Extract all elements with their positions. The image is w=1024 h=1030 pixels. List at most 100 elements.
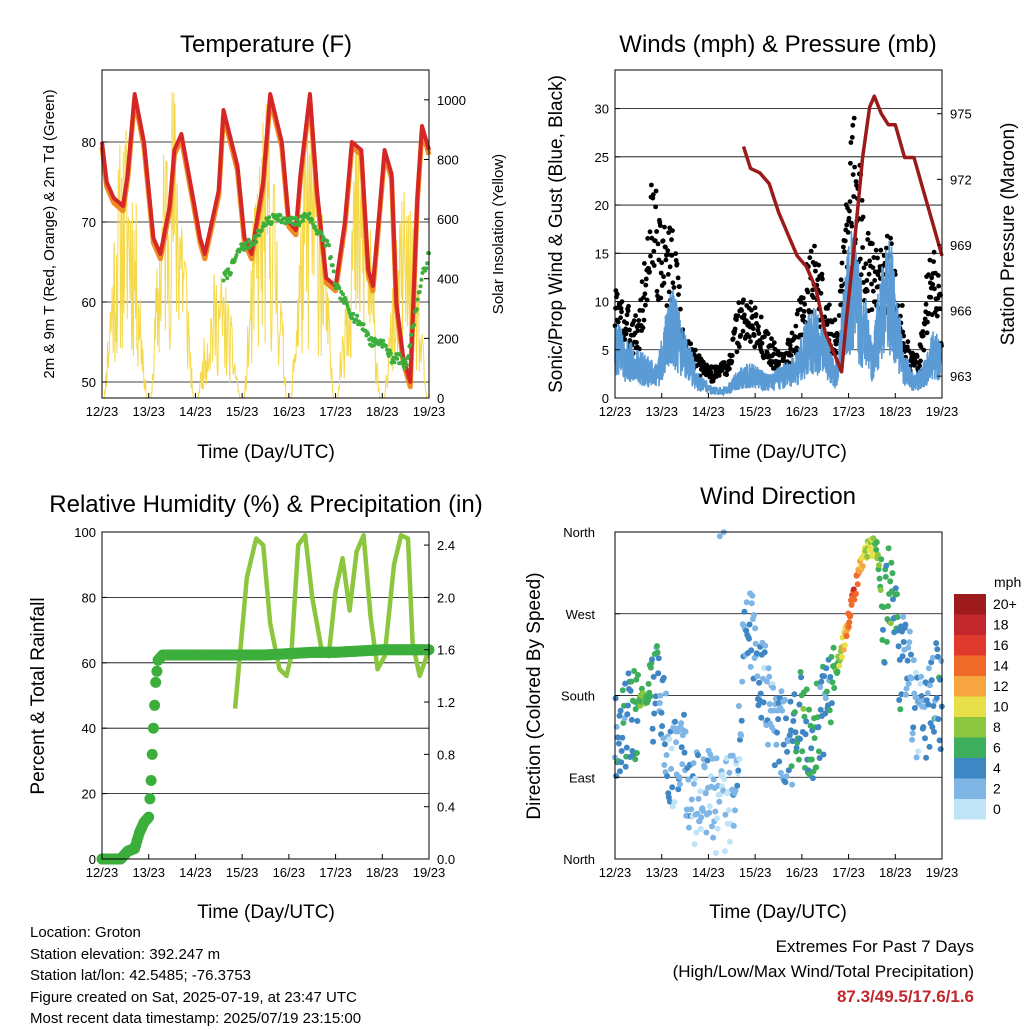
y-tick-label: 60 (82, 295, 96, 310)
gust-point (739, 308, 744, 313)
direction-point (765, 741, 771, 748)
winddir-ticks: North East South West North 12/23 13/23 14/23 15… (561, 525, 958, 880)
temperature-ylabel: 2m & 9m T (Red, Orange) & 2m Td (Green) (41, 89, 58, 378)
gust-point (753, 312, 759, 317)
legend-label: 10 (993, 699, 1009, 715)
direction-point (686, 824, 692, 831)
winds-ylabel: Sonic/Prop Wind & Gust (Blue, Black) (546, 75, 567, 393)
direction-point (911, 705, 918, 711)
gust-point (666, 289, 672, 295)
x-tick-label: 12/23 (86, 404, 119, 419)
legend-swatch (954, 737, 986, 758)
direction-point (752, 640, 759, 647)
direction-point (839, 654, 845, 660)
direction-point (692, 775, 699, 782)
direction-point (926, 743, 933, 750)
direction-point (714, 815, 720, 822)
gust-point (625, 308, 631, 314)
direction-point (666, 798, 673, 805)
dewpoint-point (412, 322, 417, 327)
gust-point (861, 265, 867, 271)
direction-point (649, 656, 655, 663)
direction-point (758, 714, 765, 721)
direction-point (809, 775, 816, 782)
direction-point (897, 706, 904, 713)
gust-point (654, 288, 660, 294)
direction-point (634, 718, 641, 724)
dewpoint-point (408, 343, 413, 348)
direction-point (735, 767, 742, 774)
direction-point (935, 716, 942, 723)
gust-point (716, 373, 722, 378)
dewpoint-point (402, 366, 407, 371)
gust-point (859, 198, 865, 203)
gust-point (813, 268, 818, 274)
dewpoint-point (282, 216, 287, 221)
gust-point (827, 302, 832, 308)
direction-point (876, 575, 883, 582)
direction-point (757, 690, 764, 697)
direction-point (751, 612, 757, 618)
direction-point (660, 674, 667, 681)
dewpoint-point (330, 263, 335, 268)
direction-point (873, 546, 880, 553)
direction-point (836, 662, 843, 669)
gust-point (920, 333, 926, 339)
direction-point (909, 736, 916, 743)
y2-tick-label: 800 (437, 152, 459, 167)
x-tick-label: 16/23 (273, 865, 306, 880)
dewpoint-point (267, 215, 272, 220)
wind-speed-line (614, 230, 943, 398)
direction-point (808, 745, 815, 752)
direction-point (766, 673, 773, 680)
y-tick-label: 15 (595, 246, 609, 261)
dewpoint-point (232, 258, 237, 263)
gust-point (927, 257, 933, 263)
dewpoint-point (399, 360, 404, 365)
direction-point (927, 682, 933, 689)
y-tick-label: 60 (82, 656, 96, 671)
direction-point (652, 693, 659, 700)
recent-timestamp-text: Most recent data timestamp: 2025/07/19 2… (30, 1010, 362, 1027)
direction-point (924, 690, 931, 697)
gust-point (808, 248, 814, 254)
x-tick-label: 16/23 (786, 404, 819, 419)
direction-point (910, 657, 917, 664)
direction-point (929, 654, 936, 661)
direction-point (906, 628, 913, 635)
direction-point (779, 707, 786, 714)
gust-point (844, 222, 850, 228)
gust-point (787, 342, 793, 348)
gust-point (811, 295, 816, 300)
direction-point (920, 724, 927, 731)
gust-point (847, 208, 852, 214)
gust-point (917, 363, 922, 369)
x-tick-label: 14/23 (179, 865, 212, 880)
direction-point (688, 806, 695, 813)
direction-point (756, 679, 763, 686)
gust-point (872, 278, 878, 283)
dewpoint-point (307, 211, 312, 216)
y-tick-label: 5 (602, 343, 609, 358)
gust-point (818, 290, 824, 296)
gust-point (673, 251, 679, 256)
direction-point (783, 773, 790, 780)
gust-point (670, 280, 676, 286)
gust-point (641, 317, 647, 323)
direction-point (778, 688, 785, 695)
legend-swatch (954, 635, 986, 656)
precip-point (143, 811, 155, 823)
legend-swatch (954, 799, 986, 820)
direction-point (885, 603, 891, 610)
precip-point (146, 748, 158, 760)
direction-point (702, 790, 709, 797)
direction-point (612, 695, 619, 702)
dewpoint-point (223, 272, 228, 277)
direction-point (820, 751, 827, 758)
direction-point (937, 746, 944, 753)
gust-point (618, 315, 623, 321)
dewpoint-point (381, 338, 386, 343)
direction-point (664, 773, 671, 780)
winds-y2label: Station Pressure (Maroon) (998, 123, 1019, 346)
gust-point (842, 238, 848, 244)
